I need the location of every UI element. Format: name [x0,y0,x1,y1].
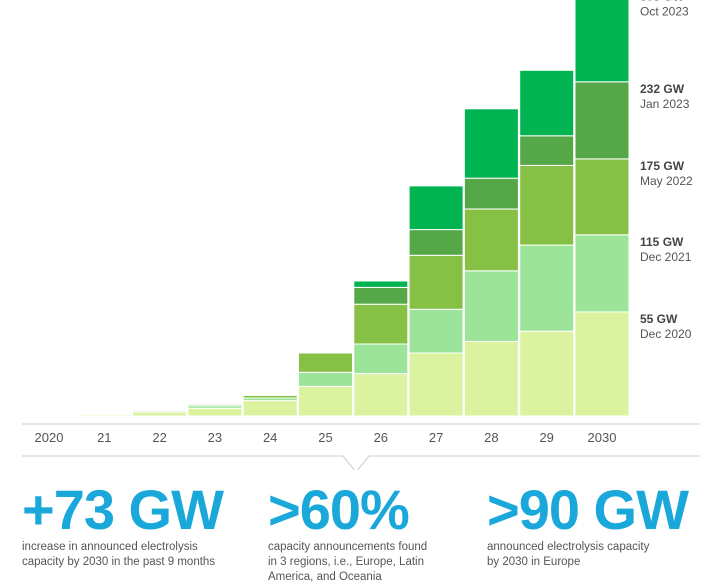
stat-description-increase: increase in announced electrolysis capac… [22,540,223,570]
x-tick-label: 27 [429,430,443,445]
bar-segment-28-series-5 [463,108,519,179]
legend-total-label: 55 GW [640,312,678,326]
bar-segment-29-series-4 [519,135,575,166]
bar-segment-27-series-4 [408,229,464,256]
stat-description-line: announced electrolysis capacity [487,541,650,553]
bar-segment-27-series-3 [408,254,464,310]
bar-segment-26-series-3 [353,303,409,345]
bar-segment-24-series-1 [242,400,298,417]
bar-group [76,0,630,417]
stat-description-line: by 2030 in Europe [487,556,581,568]
stat-value-regions: >60% [268,478,410,541]
bar-segment-27-series-2 [408,308,464,354]
x-tick-label: 22 [152,430,166,445]
bar-segment-26-series-5 [353,280,409,288]
bar-segment-29-series-5 [519,69,575,137]
legend-series-label: May 2022 [640,174,693,188]
stat-description-regions: capacity announcements found in 3 region… [268,540,427,585]
bar-segment-28-series-4 [463,177,519,210]
legend-total-label: 305 GW [640,0,685,3]
bar-segment-2030-series-1 [574,311,630,417]
bar-segment-27-series-5 [408,185,464,231]
legend-series-label: Dec 2020 [640,327,692,341]
stat-description-europe: announced electrolysis capacity by 2030 … [487,540,688,570]
bar-segment-27-series-1 [408,352,464,417]
bar-segment-22-series-2 [132,410,188,413]
bar-segment-2030-series-5 [574,0,630,83]
stat-block-regions: >60% capacity announcements found in 3 r… [268,482,427,585]
stat-description-line: capacity announcements found [268,541,428,553]
x-tick-label: 26 [374,430,388,445]
bar-segment-23-series-1 [187,407,243,417]
x-tick-label: 28 [484,430,498,445]
bar-segment-21-series-1 [76,414,132,417]
stat-description-line: in 3 regions, i.e., Europe, Latin [268,556,424,568]
legend-total-label: 175 GW [640,159,685,173]
bar-segment-29-series-1 [519,330,575,417]
x-tick-label: 2030 [588,430,617,445]
legend-series-label: Jan 2023 [640,97,690,111]
bar-segment-28-series-1 [463,341,519,417]
stat-block-increase: +73 GW increase in announced electrolysi… [22,478,224,570]
legend-total-label: 232 GW [640,82,685,96]
bar-segment-29-series-3 [519,164,575,246]
bar-segment-25-series-1 [298,385,353,417]
stat-value-europe: >90 GW [487,478,689,541]
stat-description-line: capacity by 2030 in the past 9 months [22,556,216,568]
x-tick-label: 2020 [35,430,64,445]
x-tick-label: 21 [97,430,111,445]
legend-series-label: Dec 2021 [640,250,692,264]
bar-segment-25-series-2 [298,371,353,387]
bar-segment-24-series-3 [242,394,298,399]
stat-block-europe: >90 GW announced electrolysis capacity b… [487,478,689,570]
bar-segment-28-series-3 [463,208,519,272]
bar-segment-2030-series-3 [574,158,630,236]
legend-total-label: 115 GW [640,235,684,249]
stat-value-increase: +73 GW [22,478,224,541]
x-tick-label: 25 [318,430,332,445]
bar-segment-26-series-2 [353,343,409,375]
bar-segment-25-series-3 [298,352,353,373]
x-tick-label: 29 [539,430,553,445]
stat-description-line: America, and Oceania [268,571,382,583]
legend-series-label: Oct 2023 [640,4,689,18]
x-tick-label: 23 [208,430,222,445]
bar-segment-23-series-3 [187,403,243,407]
stat-description-line: increase in announced electrolysis [22,541,198,553]
bar-segment-26-series-1 [353,373,409,417]
bar-segment-28-series-2 [463,270,519,342]
bar-segment-2030-series-2 [574,234,630,313]
x-tick-group: 2020 21 22 23 24 25 26 27 28 29 2030 [35,430,617,445]
callout-pointer [22,455,700,470]
bar-segment-2030-series-4 [574,81,630,160]
bar-segment-29-series-2 [519,244,575,332]
x-tick-label: 24 [263,430,277,445]
bar-segment-26-series-4 [353,287,409,305]
